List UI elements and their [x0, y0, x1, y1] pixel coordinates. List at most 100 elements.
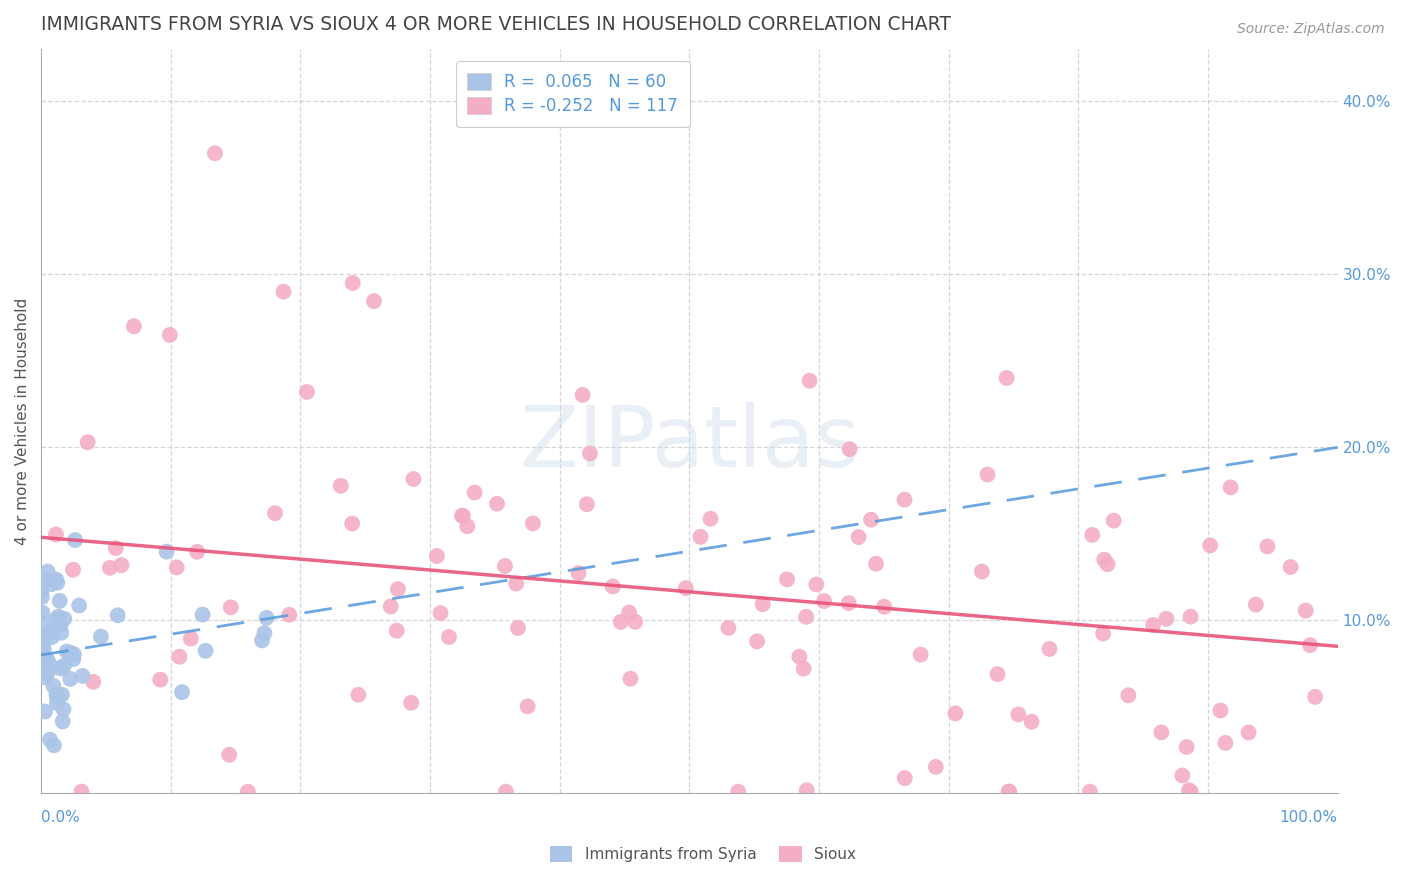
- Point: [1021, 714, 1043, 729]
- Point: [619, 672, 641, 686]
- Point: [52, 658, 75, 673]
- Point: [250, 633, 273, 648]
- Point: [925, 760, 948, 774]
- Point: [1038, 642, 1060, 657]
- Point: [166, 560, 188, 574]
- Point: [35, 652, 58, 666]
- Point: [464, 485, 486, 500]
- Point: [945, 706, 967, 721]
- Point: [37, 665, 59, 680]
- Point: [49, 618, 72, 632]
- Point: [675, 581, 697, 595]
- Point: [70, 784, 93, 798]
- Point: [41, 577, 63, 591]
- Point: [30, 657, 52, 672]
- Point: [970, 565, 993, 579]
- Point: [1078, 784, 1101, 798]
- Point: [218, 747, 240, 762]
- Point: [51, 688, 73, 702]
- Point: [1175, 739, 1198, 754]
- Point: [727, 784, 749, 798]
- Point: [848, 530, 870, 544]
- Point: [567, 566, 589, 581]
- Point: [522, 516, 544, 531]
- Point: [45, 687, 67, 701]
- Point: [624, 615, 647, 629]
- Point: [62, 652, 84, 666]
- Point: [256, 611, 278, 625]
- Point: [273, 285, 295, 299]
- Point: [610, 615, 633, 629]
- Point: [1097, 558, 1119, 572]
- Point: [122, 319, 145, 334]
- Point: [751, 597, 773, 611]
- Point: [865, 557, 887, 571]
- Point: [35, 573, 58, 587]
- Point: [32, 642, 55, 657]
- Point: [910, 648, 932, 662]
- Y-axis label: 4 or more Vehicles in Household: 4 or more Vehicles in Household: [15, 298, 30, 545]
- Point: [1215, 736, 1237, 750]
- Text: Source: ZipAtlas.com: Source: ZipAtlas.com: [1237, 22, 1385, 37]
- Point: [1256, 540, 1278, 554]
- Point: [51, 625, 73, 640]
- Point: [998, 784, 1021, 798]
- Point: [53, 612, 76, 626]
- Point: [813, 594, 835, 608]
- Point: [44, 573, 66, 587]
- Point: [52, 714, 75, 729]
- Point: [799, 374, 821, 388]
- Point: [1092, 552, 1115, 566]
- Point: [149, 673, 172, 687]
- Point: [253, 626, 276, 640]
- Point: [107, 608, 129, 623]
- Point: [1237, 725, 1260, 739]
- Legend: R =  0.065   N = 60, R = -0.252   N = 117: R = 0.065 N = 60, R = -0.252 N = 117: [456, 62, 689, 127]
- Point: [45, 573, 67, 587]
- Text: 100.0%: 100.0%: [1279, 810, 1337, 825]
- Point: [495, 784, 517, 798]
- Point: [35, 627, 58, 641]
- Point: [689, 530, 711, 544]
- Point: [505, 576, 527, 591]
- Point: [571, 388, 593, 402]
- Point: [794, 610, 817, 624]
- Point: [873, 599, 896, 614]
- Point: [793, 662, 815, 676]
- Point: [90, 630, 112, 644]
- Point: [617, 606, 640, 620]
- Point: [796, 783, 818, 797]
- Point: [38, 657, 60, 671]
- Point: [72, 669, 94, 683]
- Point: [169, 649, 191, 664]
- Point: [1007, 707, 1029, 722]
- Point: [194, 644, 217, 658]
- Point: [1171, 768, 1194, 782]
- Point: [399, 696, 422, 710]
- Point: [49, 661, 72, 675]
- Point: [35, 629, 58, 643]
- Point: [30, 585, 52, 599]
- Point: [1199, 538, 1222, 552]
- Point: [41, 630, 63, 644]
- Point: [1180, 609, 1202, 624]
- Point: [494, 558, 516, 573]
- Point: [776, 573, 799, 587]
- Point: [1295, 603, 1317, 617]
- Point: [37, 665, 59, 679]
- Point: [347, 688, 370, 702]
- Point: [1180, 784, 1202, 798]
- Point: [1102, 514, 1125, 528]
- Point: [31, 616, 53, 631]
- Point: [579, 446, 602, 460]
- Text: IMMIGRANTS FROM SYRIA VS SIOUX 4 OR MORE VEHICLES IN HOUSEHOLD CORRELATION CHART: IMMIGRANTS FROM SYRIA VS SIOUX 4 OR MORE…: [41, 15, 950, 34]
- Point: [186, 545, 208, 559]
- Point: [1279, 560, 1302, 574]
- Point: [976, 467, 998, 482]
- Point: [385, 624, 408, 638]
- Point: [170, 685, 193, 699]
- Point: [1156, 612, 1178, 626]
- Point: [104, 541, 127, 555]
- Point: [363, 294, 385, 309]
- Point: [67, 599, 90, 613]
